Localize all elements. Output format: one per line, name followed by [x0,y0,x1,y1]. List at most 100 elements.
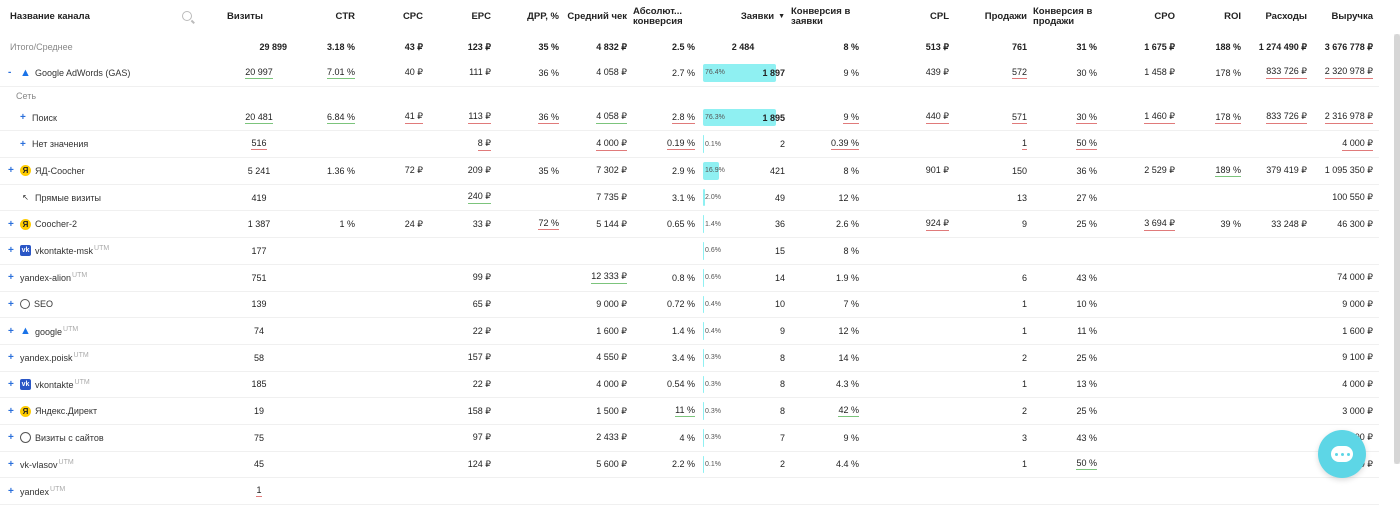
metric-value: 39 % [1220,219,1241,230]
channel-name[interactable]: Визиты с сайтов [35,432,104,443]
channel-name-cell[interactable]: + vk-vlasovUTM [0,452,200,479]
metric-cell: 2.9 % [633,158,701,185]
table-row[interactable]: + Я Яндекс.Директ 19 158 ₽ 1 500 ₽ 11 % 0.3% 8 42… [0,398,1400,425]
channel-name[interactable]: yandexUTM [20,485,66,497]
table-row[interactable]: + vk-vlasovUTM 45 124 ₽ 5 600 ₽ 2.2 % 0.1% 2 4.4… [0,452,1400,479]
chat-button[interactable] [1318,430,1366,478]
channel-name[interactable]: Поиск [32,112,57,123]
expand-icon[interactable]: + [8,432,14,444]
channel-name[interactable]: Прямые визиты [35,192,101,203]
table-row[interactable]: + vk vkontakte-mskUTM 177 0.6% 15 8 % [0,238,1400,265]
column-header-4[interactable]: CPC [361,0,429,34]
table-row[interactable]: + Поиск 20 481 6.84 % 41 ₽ 113 ₽ 36 % 4 058 ₽ 2.… [0,105,1400,132]
column-header-2[interactable]: Визиты [225,0,293,34]
channel-name-cell[interactable]: + Нет значения [0,131,200,159]
expand-icon[interactable]: + [8,485,14,497]
scrollbar-thumb[interactable] [1394,34,1400,464]
channel-name-cell[interactable]: + Визиты с сайтов [0,425,200,452]
table-row[interactable]: + Визиты с сайтов 75 97 ₽ 2 433 ₽ 4 % 0.3% 7 9 %… [0,425,1400,452]
channel-name[interactable]: Google AdWords (GAS) [35,67,131,78]
column-header-17[interactable]: Выручка [1313,0,1379,34]
channel-name[interactable]: Нет значения [32,139,89,150]
channel-name[interactable]: googleUTM [35,325,79,337]
channel-name-cell[interactable]: + SEO [0,292,200,319]
totals-label: Итого/Среднее [10,42,73,52]
column-header-14[interactable]: CPO [1103,0,1181,34]
column-header-12[interactable]: Продажи [955,0,1033,34]
table-row[interactable]: + yandexUTM 1 [0,478,1400,505]
column-header-11[interactable]: CPL [865,0,955,34]
metric-cell [1181,478,1247,505]
sort-desc-icon[interactable]: ▼ [778,13,785,21]
column-header-3[interactable]: CTR [293,0,361,34]
expand-icon[interactable]: + [8,298,14,310]
expand-icon[interactable]: + [8,325,14,337]
column-header-0[interactable]: Название канала [0,0,200,34]
table-row[interactable]: + yandex.poiskUTM 58 157 ₽ 4 550 ₽ 3.4 % 0.3% 8… [0,345,1400,372]
metric-cell: 0.8 % [633,265,701,292]
channel-name-cell[interactable]: + vk vkontakteUTM [0,372,200,399]
table-row[interactable]: + yandex-alionUTM 751 99 ₽ 12 333 ₽ 0.8 % 0.6%… [0,265,1400,292]
channel-name[interactable]: yandex-alionUTM [20,272,88,284]
channel-name-cell[interactable]: + ▲ googleUTM [0,318,200,345]
expand-icon[interactable]: + [8,245,14,257]
channel-name-cell[interactable]: + yandexUTM [0,478,200,505]
spacer [200,292,225,319]
channel-name[interactable]: yandex.poiskUTM [20,352,89,364]
channel-name-cell[interactable]: + yandex-alionUTM [0,265,200,292]
channel-name[interactable]: vkontakteUTM [35,378,90,390]
yandex-icon: Я [20,405,31,417]
channel-name[interactable]: ЯД-Coocher [35,165,85,176]
expand-icon[interactable]: + [20,138,26,150]
expand-icon[interactable]: + [8,458,14,470]
table-row[interactable]: + ▲ googleUTM 74 22 ₽1 600 ₽1.4 % 0.4% 9 12 % 1 1… [0,318,1400,345]
channel-name-cell[interactable]: + Я Coocher-2 [0,211,200,239]
expand-icon[interactable]: + [8,272,14,284]
table-row[interactable]: + SEO 139 65 ₽ 9 000 ₽ 0.72 % 0.4% 10 7 % 1 10 % 9 … [0,292,1400,319]
metric-cell: 9 000 ₽ [565,292,633,319]
expand-icon[interactable]: + [8,352,14,364]
channel-name-cell[interactable]: + Я ЯД-Coocher [0,158,200,185]
column-header-7[interactable]: Средний чек [565,0,633,34]
column-header-8[interactable]: Абсолют... конверсия [633,0,701,34]
column-header-13[interactable]: Конверсия в продажи [1033,0,1103,34]
channel-name[interactable]: SEO [34,299,54,310]
column-header-9[interactable]: Заявки ▼ [701,0,791,34]
table-row[interactable]: - ▲ Google AdWords (GAS) 20 997 7.01 % 40 ₽ 11… [0,60,1400,87]
table-row[interactable]: + vk vkontakteUTM 185 22 ₽ 4 000 ₽ 0.54 % 0.3% 8… [0,372,1400,399]
table-row[interactable]: + Я ЯД-Coocher 5 241 1.36 % 72 ₽ 209 ₽ 35 % 7 30… [0,158,1400,185]
expand-icon[interactable]: + [8,378,14,390]
expand-icon[interactable]: + [20,112,26,124]
column-header-6[interactable]: ДРР, % [497,0,565,34]
channel-name[interactable]: vk-vlasovUTM [20,458,74,470]
column-header-15[interactable]: ROI [1181,0,1247,34]
column-header-16[interactable]: Расходы [1247,0,1313,34]
metric-cell: 74 000 ₽ [1313,265,1379,292]
table-row[interactable]: + Я Coocher-2 1 387 1 % 24 ₽ 33 ₽ 72 % 5 144 ₽ 0.… [0,211,1400,239]
table-row[interactable]: ↖ Прямые визиты 419 240 ₽ 7 735 ₽ 3.1 % 2.0% 49… [0,185,1400,212]
share-percent: 0.1% [705,460,721,468]
utm-tag: UTM [50,485,66,493]
expand-icon[interactable]: + [8,218,14,230]
channel-name-cell[interactable]: + Поиск [0,105,200,132]
column-header-10[interactable]: Конверсия в заявки [791,0,865,34]
collapse-icon[interactable]: - [8,67,12,79]
channel-name[interactable]: Яндекс.Директ [35,406,98,417]
column-header-5[interactable]: EPC [429,0,497,34]
expand-icon[interactable]: + [8,165,14,177]
channel-name-cell[interactable]: - ▲ Google AdWords (GAS) [0,60,200,87]
expand-icon[interactable]: + [8,405,14,417]
channel-name-cell[interactable]: + yandex.poiskUTM [0,345,200,372]
channel-name[interactable]: vkontakte-mskUTM [35,245,110,257]
metric-value: 4.4 % [835,459,859,470]
channel-name-cell[interactable]: ↖ Прямые визиты [0,185,200,212]
metric-value: 9 000 ₽ [596,298,627,309]
channel-name-cell[interactable]: + Я Яндекс.Директ [0,398,200,425]
table-row[interactable]: + Нет значения 516 8 ₽ 4 000 ₽ 0.19 % 0.1% 2 0.3… [0,131,1400,159]
search-icon[interactable] [182,11,192,21]
column-header-label: Заявки [740,11,775,23]
channel-name[interactable]: Coocher-2 [35,219,78,230]
metric-cell [1313,478,1379,505]
share-percent: 0.6% [705,247,721,255]
channel-name-cell[interactable]: + vk vkontakte-mskUTM [0,238,200,265]
